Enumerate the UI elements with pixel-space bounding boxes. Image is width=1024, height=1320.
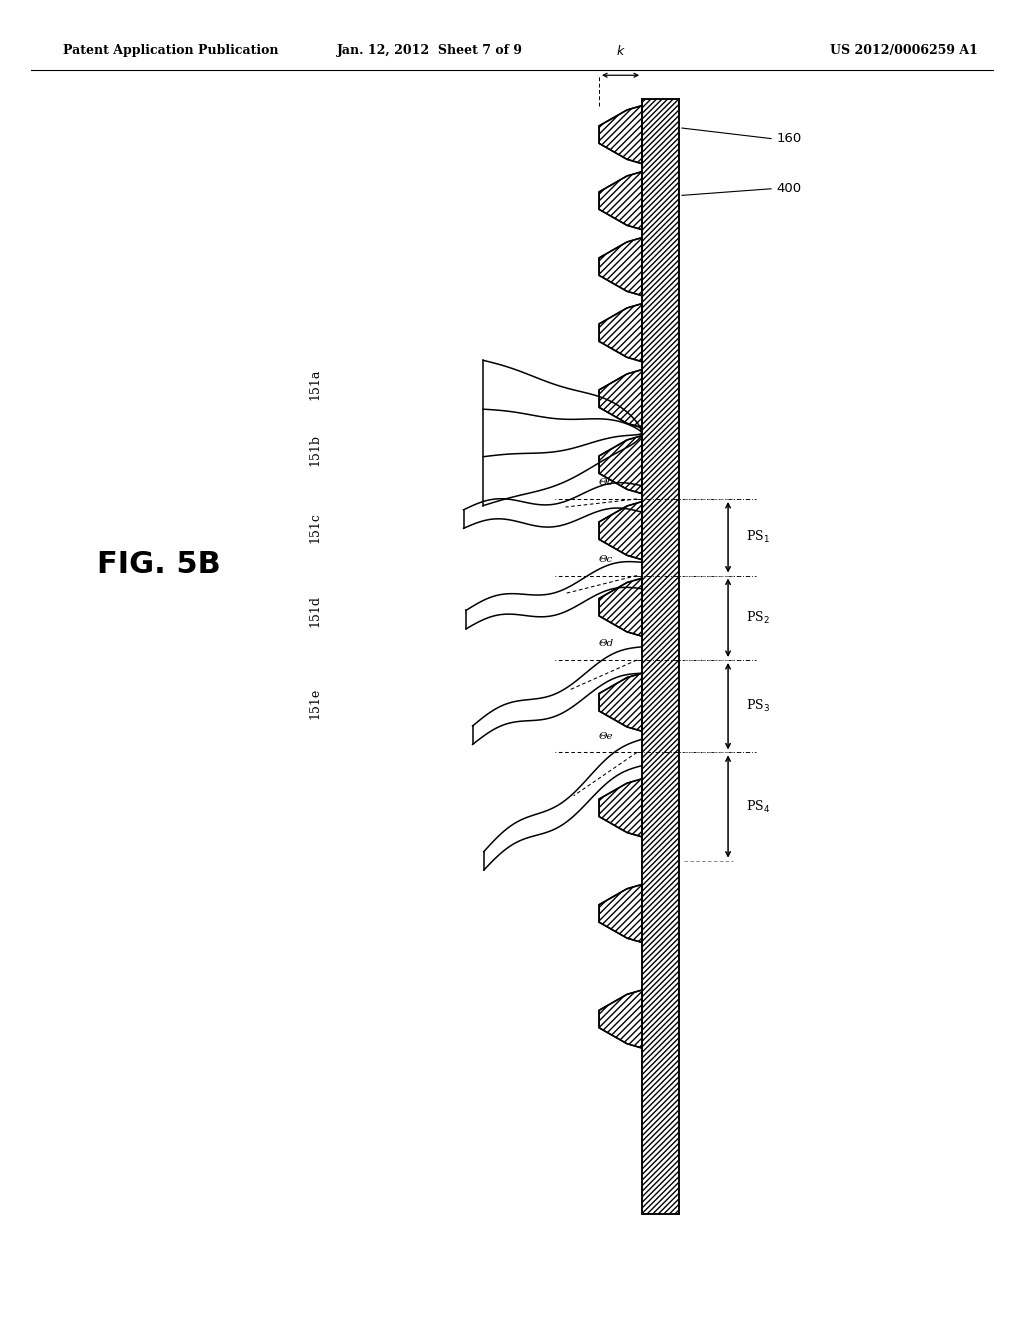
Text: Patent Application Publication: Patent Application Publication xyxy=(63,44,279,57)
Polygon shape xyxy=(599,106,642,164)
Text: k: k xyxy=(616,45,625,58)
Text: PS$_1$: PS$_1$ xyxy=(746,529,770,545)
Text: Θc: Θc xyxy=(599,554,613,564)
Polygon shape xyxy=(599,578,642,636)
Polygon shape xyxy=(599,304,642,362)
Text: 151e: 151e xyxy=(309,688,322,719)
Text: 151b: 151b xyxy=(309,434,322,466)
Polygon shape xyxy=(599,779,642,837)
Polygon shape xyxy=(599,884,642,942)
Text: 400: 400 xyxy=(776,182,802,195)
Text: Jan. 12, 2012  Sheet 7 of 9: Jan. 12, 2012 Sheet 7 of 9 xyxy=(337,44,523,57)
Text: 160: 160 xyxy=(776,132,802,145)
Text: Θd: Θd xyxy=(599,639,613,648)
Polygon shape xyxy=(599,990,642,1048)
Text: PS$_3$: PS$_3$ xyxy=(746,698,770,714)
Polygon shape xyxy=(599,436,642,494)
Text: Θb: Θb xyxy=(599,478,613,487)
Bar xyxy=(642,99,679,1214)
Text: PS$_4$: PS$_4$ xyxy=(746,799,771,814)
Text: 151a: 151a xyxy=(309,368,322,400)
Text: FIG. 5B: FIG. 5B xyxy=(97,550,220,579)
Polygon shape xyxy=(599,370,642,428)
Text: 151c: 151c xyxy=(309,512,322,543)
Text: Θe: Θe xyxy=(599,731,613,741)
Text: US 2012/0006259 A1: US 2012/0006259 A1 xyxy=(830,44,978,57)
Polygon shape xyxy=(599,238,642,296)
Polygon shape xyxy=(599,502,642,560)
Polygon shape xyxy=(599,673,642,731)
Text: PS$_2$: PS$_2$ xyxy=(746,610,770,626)
Text: 151d: 151d xyxy=(309,595,322,627)
Polygon shape xyxy=(599,172,642,230)
